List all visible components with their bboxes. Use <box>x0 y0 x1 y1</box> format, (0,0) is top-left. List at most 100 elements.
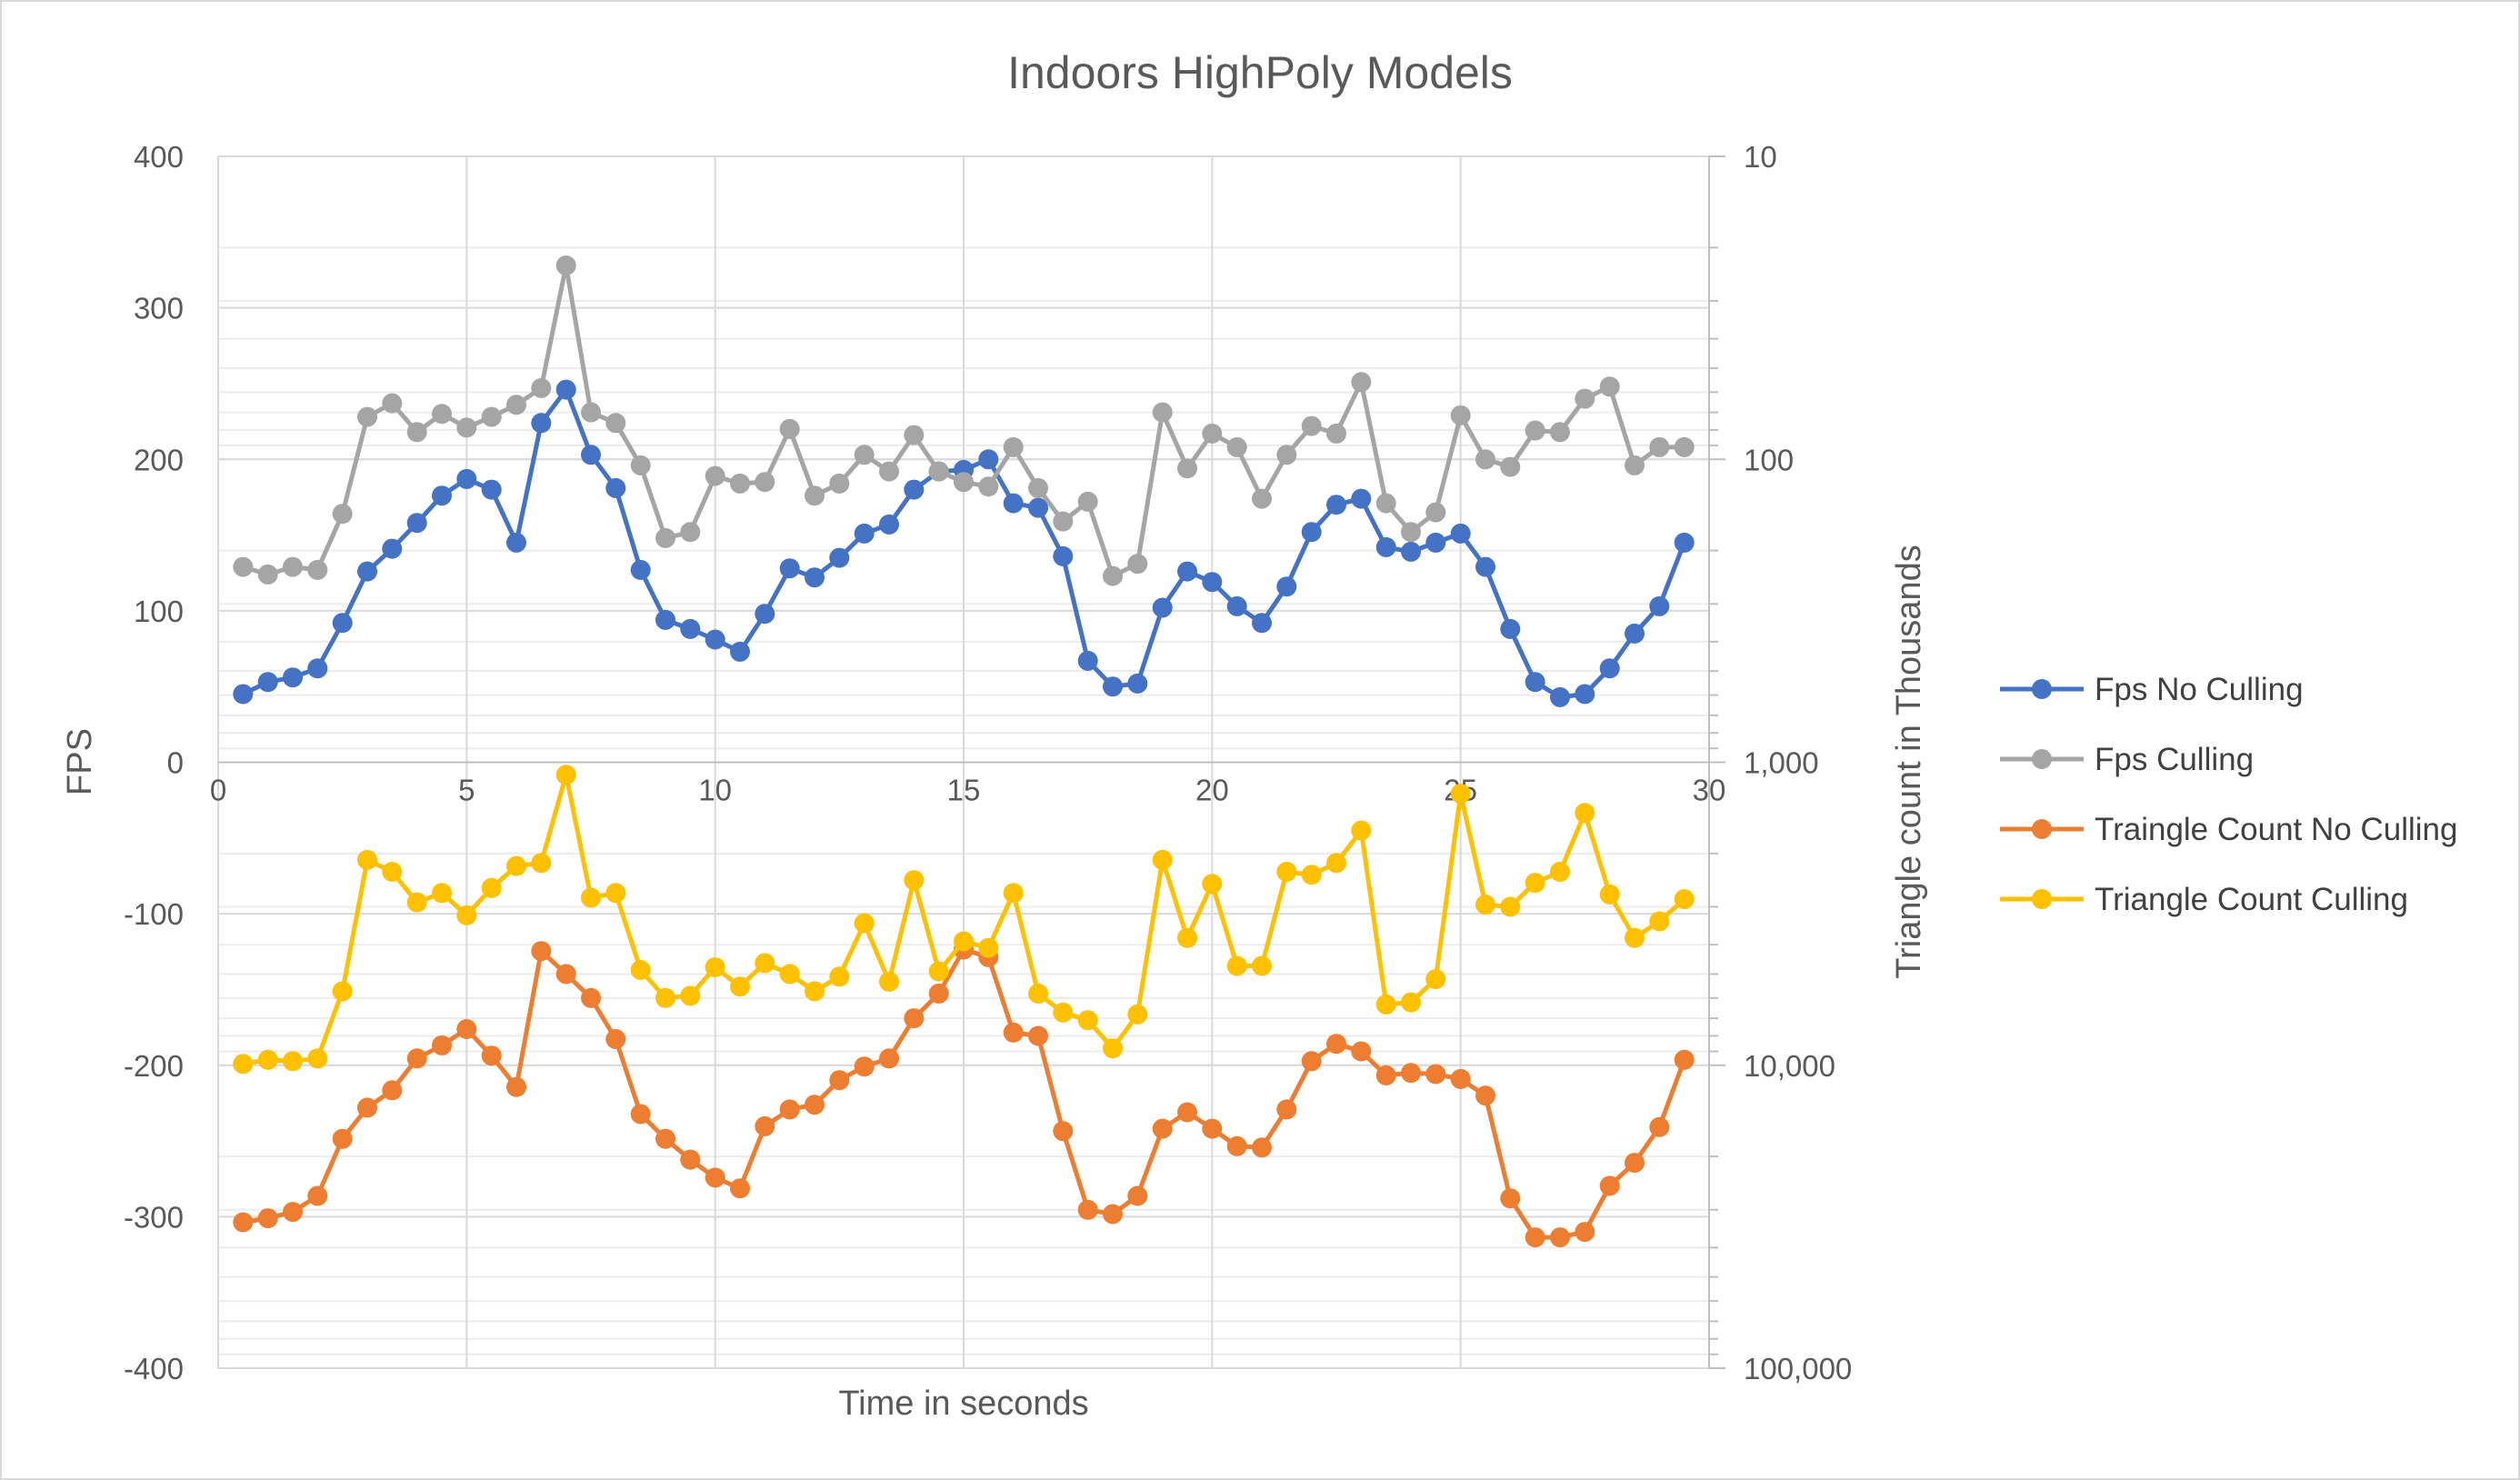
data-point <box>1649 911 1670 932</box>
data-point <box>283 1051 303 1072</box>
data-point <box>1351 1041 1372 1062</box>
data-point <box>805 981 825 1002</box>
data-point <box>1127 673 1148 694</box>
data-point <box>829 1070 850 1091</box>
data-point <box>1674 436 1695 457</box>
data-point <box>1550 422 1570 443</box>
chart-labels: Indoors HighPoly Models Time in seconds … <box>61 47 1928 1423</box>
data-point <box>805 485 825 506</box>
legend-label: Fps No Culling <box>2095 672 2304 707</box>
data-point <box>1202 423 1223 444</box>
data-point <box>805 567 825 588</box>
data-point <box>332 981 353 1002</box>
x-tick-label: 15 <box>947 774 981 807</box>
data-point <box>1028 983 1048 1004</box>
data-point <box>1550 1227 1570 1248</box>
data-point <box>879 514 899 535</box>
data-point <box>406 513 427 534</box>
data-point <box>1550 686 1570 707</box>
data-point <box>1525 420 1545 441</box>
data-point <box>1525 672 1545 693</box>
data-point <box>506 855 526 876</box>
data-point <box>581 402 601 423</box>
data-point <box>904 479 925 500</box>
data-point <box>605 413 626 434</box>
data-point <box>1475 449 1495 470</box>
axes: 4003002001000-100-200-300-400101001,0001… <box>124 140 1852 1385</box>
data-point <box>481 406 502 427</box>
data-point <box>531 941 552 962</box>
y-tick-label: -200 <box>124 1049 184 1083</box>
data-point <box>233 684 254 705</box>
data-point <box>1674 532 1695 553</box>
data-point <box>904 870 925 891</box>
data-point <box>1326 495 1346 515</box>
series-0 <box>233 379 1695 707</box>
data-point <box>1103 565 1123 586</box>
legend-swatch-marker <box>2032 889 2052 909</box>
data-point <box>1276 1099 1297 1120</box>
data-point <box>630 559 651 580</box>
data-point <box>357 1097 377 1118</box>
data-point <box>680 522 701 543</box>
data-point <box>456 468 477 489</box>
x-tick-label: 5 <box>458 774 475 807</box>
data-point <box>1450 523 1471 544</box>
data-point <box>357 561 377 582</box>
y-axis-title: FPS <box>61 728 99 795</box>
data-point <box>978 476 999 497</box>
data-point <box>1375 994 1396 1015</box>
data-point <box>1425 532 1446 553</box>
data-point <box>307 658 328 679</box>
data-point <box>1351 488 1372 509</box>
y2-tick-label: 10 <box>1744 140 1777 174</box>
data-point <box>1649 1116 1670 1137</box>
data-point <box>1152 849 1173 870</box>
data-point <box>655 1128 675 1149</box>
data-point <box>555 964 576 985</box>
data-point <box>357 849 377 870</box>
data-point <box>1177 561 1197 582</box>
data-point <box>581 445 601 465</box>
data-point <box>630 960 651 980</box>
data-point <box>283 1202 303 1223</box>
data-point <box>1625 927 1645 948</box>
data-point <box>1276 576 1297 597</box>
data-point <box>1053 545 1074 566</box>
data-point <box>1028 1025 1048 1046</box>
data-point <box>432 883 452 904</box>
data-point <box>1003 493 1024 514</box>
data-point <box>904 425 925 445</box>
data-point <box>1625 623 1645 644</box>
data-point <box>1425 502 1446 523</box>
data-point <box>779 1099 800 1120</box>
y-tick-label: -100 <box>124 897 184 931</box>
data-point <box>1152 1118 1173 1139</box>
legend-item: Traingle Count No Culling <box>2000 812 2457 847</box>
data-point <box>1575 1222 1595 1243</box>
legend-swatch-marker <box>2032 819 2052 839</box>
y-tick-label: 0 <box>167 746 184 780</box>
data-point <box>382 538 403 559</box>
data-point <box>1475 895 1495 915</box>
data-point <box>1401 522 1421 543</box>
data-point <box>829 547 850 568</box>
data-point <box>555 765 576 785</box>
data-point <box>779 964 800 985</box>
data-point <box>854 1056 875 1077</box>
data-point <box>382 393 403 414</box>
legend-item: Fps Culling <box>2000 742 2254 777</box>
data-point <box>481 479 502 500</box>
data-point <box>1401 541 1421 562</box>
data-point <box>655 527 675 548</box>
data-point <box>1575 684 1595 705</box>
data-point <box>332 1128 353 1149</box>
data-point <box>1177 458 1197 479</box>
data-point <box>432 404 452 425</box>
data-point <box>456 417 477 438</box>
y2-tick-label: 10,000 <box>1744 1049 1835 1083</box>
legend: Fps No Culling Fps Culling Traingle Count … <box>2000 672 2457 917</box>
chart-title: Indoors HighPoly Models <box>1007 47 1513 98</box>
data-point <box>1053 1002 1074 1023</box>
